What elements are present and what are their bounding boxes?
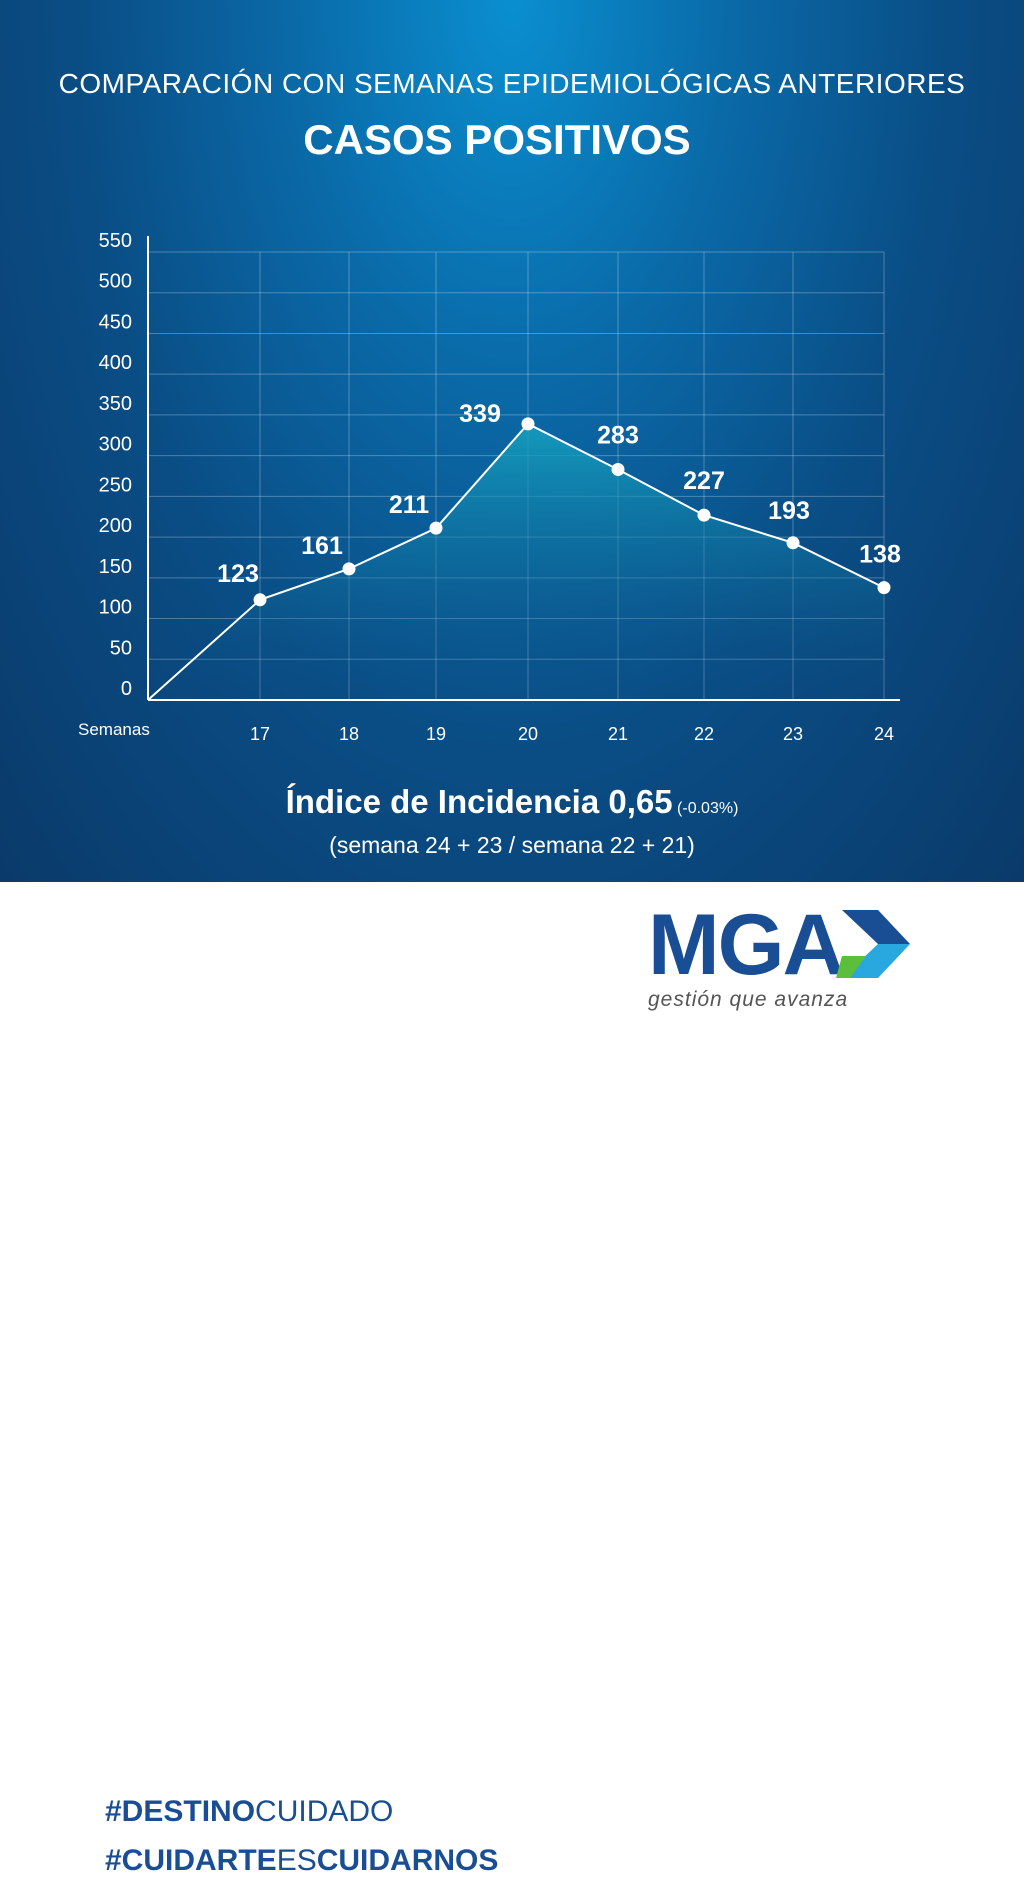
- data-points: [253, 417, 891, 607]
- y-tick-250: 250: [99, 474, 132, 496]
- y-tick-400: 400: [99, 352, 132, 374]
- hashtag-2-light: ES: [276, 1844, 317, 1877]
- x-tick-21: 21: [608, 724, 628, 744]
- data-point-22: [697, 508, 711, 522]
- x-tick-labels: Semanas 17 18 19 20 21 22 23 24: [78, 720, 894, 744]
- data-label-23: 193: [768, 497, 810, 525]
- data-label-18: 161: [301, 532, 343, 560]
- logo-arrow-icon: [836, 910, 910, 978]
- chart-title: CASOS POSITIVOS: [303, 116, 691, 163]
- x-tick-18: 18: [339, 724, 359, 744]
- area-fill: [148, 423, 884, 700]
- data-point-20: [521, 417, 535, 431]
- data-label-21: 283: [597, 421, 639, 449]
- chart-panel: COMPARACIÓN CON SEMANAS EPIDEMIOLÓGICAS …: [0, 0, 1024, 882]
- x-tick-19: 19: [426, 724, 446, 744]
- y-tick-300: 300: [99, 434, 132, 456]
- chart-subtitle: COMPARACIÓN CON SEMANAS EPIDEMIOLÓGICAS …: [58, 68, 966, 99]
- area-polygon: [148, 423, 884, 700]
- y-tick-550: 550: [99, 230, 132, 252]
- data-point-18: [342, 562, 356, 576]
- data-label-20: 339: [459, 400, 501, 428]
- logo-text: MGA: [648, 897, 845, 993]
- data-label-22: 227: [683, 467, 725, 495]
- hashtag-1-light: CUIDADO: [255, 1795, 394, 1828]
- hashtag-destino-cuidado: #DESTINOCUIDADO: [105, 1795, 393, 1829]
- y-tick-200: 200: [99, 515, 132, 537]
- x-tick-23: 23: [783, 724, 803, 744]
- x-tick-17: 17: [250, 724, 270, 744]
- data-point-17: [253, 593, 267, 607]
- x-tick-20: 20: [518, 724, 538, 744]
- y-tick-0: 0: [121, 678, 132, 700]
- incidence-formula: (semana 24 + 23 / semana 22 + 21): [329, 832, 695, 858]
- data-point-24: [877, 581, 891, 595]
- logo-slogan: gestión que avanza: [648, 988, 849, 1011]
- x-tick-24: 24: [874, 724, 894, 744]
- y-tick-350: 350: [99, 393, 132, 415]
- line-chart: 0 50 100 150 200 250 300 350 400 450 500 550 Semana…: [78, 230, 901, 744]
- hashtag-1-bold: #DESTINO: [105, 1795, 256, 1828]
- data-label-24: 138: [859, 541, 901, 569]
- data-point-21: [611, 462, 625, 476]
- incidence-index: Índice de Incidencia 0,65 (-0.03%): [0, 783, 1024, 821]
- data-point-23: [786, 536, 800, 550]
- data-labels: 123 161 211 339 283 227 193 138: [217, 400, 901, 588]
- y-tick-100: 100: [99, 597, 132, 619]
- y-tick-150: 150: [99, 556, 132, 578]
- y-tick-labels: 0 50 100 150 200 250 300 350 400 450 500 550: [99, 230, 132, 700]
- hashtag-2-bold-end: CUIDARNOS: [316, 1844, 499, 1877]
- y-tick-500: 500: [99, 271, 132, 293]
- y-tick-50: 50: [110, 637, 132, 659]
- x-axis-label: Semanas: [78, 720, 150, 739]
- data-label-17: 123: [217, 560, 259, 588]
- incidence-change: (-0.03%): [677, 800, 739, 817]
- data-label-19: 211: [389, 491, 429, 519]
- hashtag-2-bold: #CUIDARTE: [105, 1844, 277, 1877]
- axes: [147, 236, 900, 701]
- footer: #DESTINOCUIDADO #CUIDARTEESCUIDARNOS MGA…: [0, 882, 1024, 1877]
- y-tick-450: 450: [99, 311, 132, 333]
- data-point-19: [429, 521, 443, 535]
- incidence-label: Índice de Incidencia 0,65: [285, 783, 673, 820]
- x-tick-22: 22: [694, 724, 714, 744]
- hashtag-cuidarte-es-cuidarnos: #CUIDARTEESCUIDARNOS: [105, 1844, 498, 1878]
